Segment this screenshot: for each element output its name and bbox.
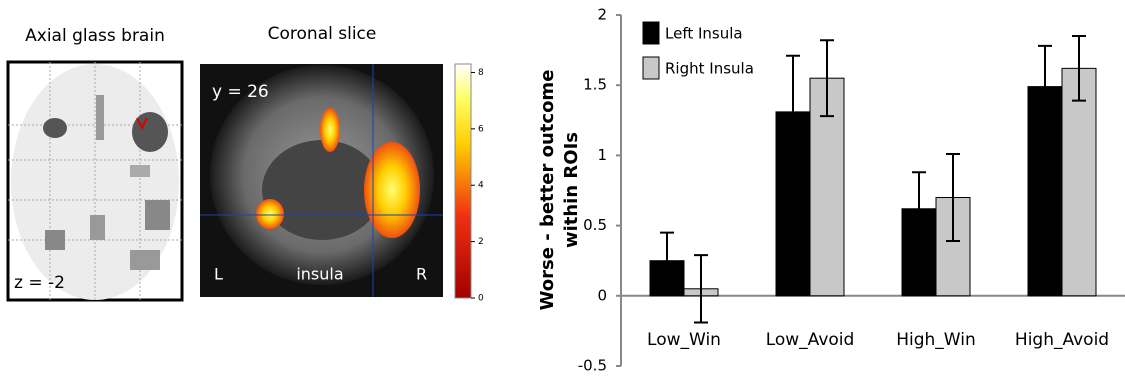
region-label: insula <box>296 265 343 284</box>
x-tick-label: High_Avoid <box>1015 330 1109 350</box>
colorbar-tick-label: 0 <box>478 294 484 304</box>
activation <box>364 142 420 238</box>
slice-label: y = 26 <box>212 82 269 102</box>
y-axis-label: Worse - better outcome <box>537 70 558 311</box>
legend-label: Right Insula <box>665 60 754 78</box>
colorbar-tick-label: 2 <box>478 237 484 247</box>
side-label: L <box>214 265 223 284</box>
colorbar-tick-label: 6 <box>478 124 484 134</box>
x-tick-label: High_Win <box>896 330 976 350</box>
legend-swatch <box>643 57 659 79</box>
activation <box>320 108 340 152</box>
colorbar <box>455 64 471 298</box>
y-tick-label: 1 <box>597 146 607 164</box>
legend-swatch <box>643 22 659 44</box>
activation <box>256 199 284 229</box>
side-label: R <box>416 265 427 284</box>
legend-label: Left Insula <box>665 25 743 43</box>
x-tick-label: Low_Win <box>647 330 721 350</box>
y-tick-label: 2 <box>597 6 607 24</box>
y-tick-label: 1.5 <box>583 76 607 94</box>
colorbar-tick-label: 4 <box>478 181 484 191</box>
colorbar-tick-label: 8 <box>478 68 484 78</box>
panel-title: Coronal slice <box>268 24 377 44</box>
y-tick-label: 0.5 <box>583 216 607 234</box>
y-axis-label: within ROIs <box>561 132 582 248</box>
bar <box>1062 68 1096 295</box>
figure: Axial glass brain z = -2 Coronal slice y… <box>0 0 1125 376</box>
panel-title: Axial glass brain <box>25 26 165 46</box>
y-tick-label: -0.5 <box>578 357 607 375</box>
x-tick-label: Low_Avoid <box>766 330 855 350</box>
y-tick-label: 0 <box>597 286 607 304</box>
slice-label: z = -2 <box>14 273 65 293</box>
